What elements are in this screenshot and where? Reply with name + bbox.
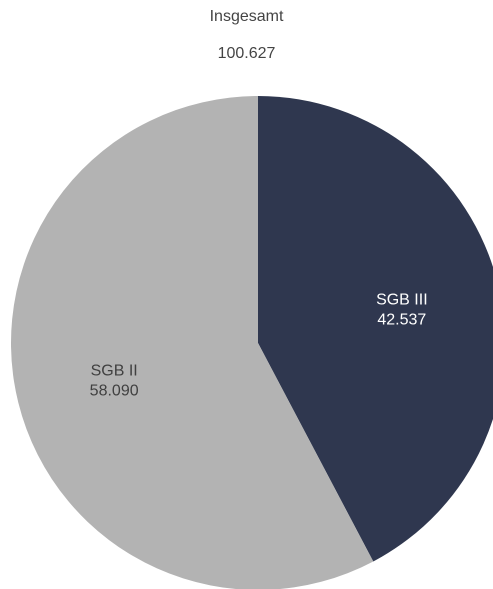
slice-label-sgb-iii: SGB III xyxy=(376,291,428,308)
chart-title: Insgesamt xyxy=(209,8,284,25)
slice-value-sgb-ii: 58.090 xyxy=(90,383,139,400)
chart-total-value: 100.627 xyxy=(217,45,276,62)
slice-value-sgb-iii: 42.537 xyxy=(377,311,426,328)
pie-slice-sgb-iii xyxy=(258,96,493,562)
pie-slice-sgb-ii xyxy=(11,96,374,589)
slice-label-sgb-ii: SGB II xyxy=(91,363,138,380)
